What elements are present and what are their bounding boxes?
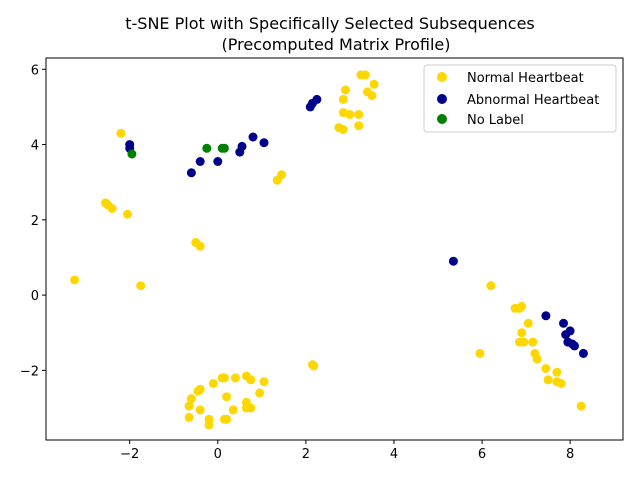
- point-abnormal: [448, 256, 458, 266]
- point-normal: [70, 275, 80, 285]
- point-normal: [369, 79, 379, 89]
- point-normal: [219, 373, 229, 383]
- point-normal: [354, 110, 364, 119]
- y-tick-label: 4: [31, 139, 39, 154]
- x-tick-label: 2: [302, 447, 310, 462]
- legend-marker-normal: [437, 72, 447, 82]
- y-tick-label: 6: [31, 63, 39, 78]
- point-normal: [576, 401, 586, 411]
- point-normal: [208, 379, 218, 388]
- x-tick-label: 8: [566, 447, 574, 462]
- point-abnormal: [259, 138, 269, 148]
- point-normal: [230, 373, 240, 383]
- point-abnormal: [237, 141, 247, 151]
- point-normal: [116, 128, 126, 138]
- point-normal: [255, 388, 265, 398]
- data-points: [70, 70, 588, 430]
- point-abnormal: [213, 157, 223, 166]
- legend-marker-abnormal: [437, 94, 447, 104]
- x-tick-label: 4: [390, 447, 398, 462]
- legend: Normal Heartbeat Abnormal Heartbeat No L…: [423, 64, 617, 133]
- chart-title: t-SNE Plot with Specifically Selected Su…: [125, 14, 535, 33]
- chart-subtitle: (Precomputed Matrix Profile): [222, 35, 451, 54]
- point-abnormal: [248, 132, 258, 142]
- point-abnormal: [186, 168, 196, 178]
- point-abnormal: [565, 326, 575, 336]
- x-tick-label: 0: [214, 447, 222, 462]
- point-normal: [222, 392, 232, 402]
- point-abnormal: [195, 157, 205, 166]
- legend-box: [423, 64, 617, 133]
- point-normal: [519, 337, 529, 347]
- point-normal: [515, 303, 524, 313]
- point-no-label: [219, 143, 229, 153]
- point-abnormal: [570, 341, 579, 351]
- point-normal: [541, 364, 551, 373]
- point-normal: [184, 412, 194, 422]
- y-tick-label: −2: [20, 364, 39, 379]
- point-normal: [246, 403, 256, 413]
- point-normal: [195, 405, 205, 415]
- point-abnormal: [312, 94, 322, 104]
- plot-frame: [45, 57, 624, 441]
- point-abnormal: [541, 311, 551, 321]
- point-normal: [309, 361, 319, 371]
- legend-label-no-label: No Label: [467, 113, 524, 128]
- point-normal: [107, 204, 117, 213]
- point-normal: [184, 401, 194, 411]
- point-normal: [523, 318, 533, 328]
- point-no-label: [202, 143, 212, 153]
- y-tick-label: 2: [31, 214, 39, 229]
- point-normal: [532, 354, 542, 364]
- point-normal: [552, 367, 562, 377]
- point-normal: [341, 85, 350, 95]
- point-normal: [204, 420, 214, 430]
- point-normal: [186, 394, 196, 404]
- point-normal: [123, 209, 132, 219]
- point-normal: [475, 348, 485, 358]
- point-normal: [228, 405, 238, 415]
- point-abnormal: [578, 348, 588, 358]
- legend-label-abnormal: Abnormal Heartbeat: [467, 93, 599, 108]
- point-normal: [246, 375, 256, 385]
- axis-ticks: −2 0 2 4 6 8 −2 0 2 4 6: [20, 63, 574, 462]
- point-normal: [195, 241, 205, 251]
- legend-label-normal: Normal Heartbeat: [467, 71, 584, 86]
- legend-marker-no-label: [437, 114, 447, 124]
- point-normal: [338, 125, 348, 134]
- point-normal: [543, 375, 553, 385]
- series-no-label: [127, 143, 229, 159]
- point-normal: [259, 377, 269, 387]
- point-normal: [354, 121, 364, 131]
- point-normal: [345, 110, 355, 119]
- y-tick-label: 0: [31, 289, 39, 304]
- point-normal: [367, 91, 377, 101]
- point-normal: [528, 337, 538, 347]
- point-normal: [517, 328, 527, 338]
- point-normal: [222, 414, 232, 424]
- point-normal: [136, 281, 146, 291]
- x-tick-label: 6: [478, 447, 486, 462]
- point-no-label: [127, 149, 137, 159]
- point-normal: [360, 70, 370, 80]
- x-tick-label: −2: [120, 447, 139, 462]
- point-normal: [556, 379, 566, 388]
- point-normal: [193, 386, 203, 396]
- series-normal: [70, 70, 586, 430]
- point-normal: [277, 170, 287, 180]
- point-normal: [486, 281, 496, 291]
- point-abnormal: [559, 318, 568, 328]
- point-normal: [338, 94, 348, 104]
- series-abnormal: [125, 94, 588, 358]
